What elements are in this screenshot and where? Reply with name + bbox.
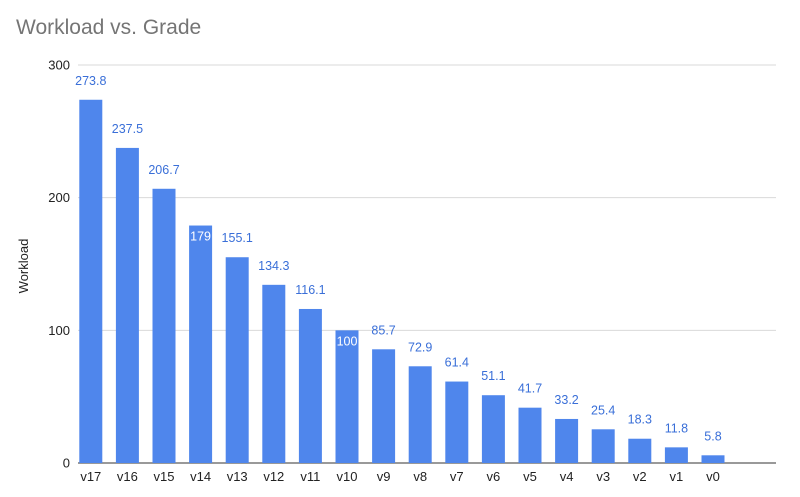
x-tick-label-v6: v6 <box>487 469 501 484</box>
bar-v11 <box>298 308 322 463</box>
x-tick-label-v12: v12 <box>263 469 284 484</box>
data-label-v2: 18.3 <box>628 413 652 427</box>
bar-v1 <box>664 447 688 463</box>
y-axis-title: Workload <box>16 239 31 294</box>
bar-v0 <box>701 455 725 463</box>
bar-v15 <box>152 188 176 463</box>
data-label-v12: 134.3 <box>258 259 289 273</box>
data-labels: 273.8 237.5 206.7 179 155.1 134.3 116.1 100 85.7… <box>75 74 722 444</box>
bar-v16 <box>115 147 139 463</box>
x-tick-label-v10: v10 <box>337 469 358 484</box>
x-tick-label-v17: v17 <box>80 469 101 484</box>
bar-v14 <box>189 225 213 463</box>
data-label-v1: 11.8 <box>665 421 688 435</box>
data-label-v16: 237.5 <box>112 122 143 136</box>
y-tick-label: 200 <box>48 190 70 205</box>
bar-v4 <box>555 418 579 463</box>
x-tick-label-v3: v3 <box>596 469 610 484</box>
bar-v13 <box>225 257 249 463</box>
data-label-v14: 179 <box>190 230 211 244</box>
data-label-v13: 155.1 <box>222 231 253 245</box>
x-tick-label-v7: v7 <box>450 469 464 484</box>
x-tick-label-v9: v9 <box>377 469 391 484</box>
data-label-v4: 33.2 <box>554 393 578 407</box>
bar-v5 <box>518 407 542 463</box>
data-label-v11: 116.1 <box>295 283 325 297</box>
x-tick-label-v5: v5 <box>523 469 537 484</box>
bar-v3 <box>591 429 615 463</box>
y-tick-label: 100 <box>48 323 70 338</box>
bar-v2 <box>628 438 652 463</box>
bar-v12 <box>262 284 286 463</box>
x-tick-label-v13: v13 <box>227 469 248 484</box>
data-label-v8: 72.9 <box>408 340 432 354</box>
data-label-v10: 100 <box>337 334 358 348</box>
x-tick-label-v2: v2 <box>633 469 647 484</box>
x-tick-label-v1: v1 <box>670 469 684 484</box>
data-label-v17: 273.8 <box>75 74 106 88</box>
data-label-v6: 51.1 <box>481 369 505 383</box>
bar-v9 <box>372 349 396 463</box>
bar-v10 <box>335 330 359 463</box>
data-label-v3: 25.4 <box>591 403 615 417</box>
x-tick-label-v4: v4 <box>560 469 574 484</box>
chart-title: Workload vs. Grade <box>16 16 202 39</box>
x-axis-ticks: v17 v16 v15 v14 v13 v12 v11 v10 v9 v8 v7 v6 v5 v4 v3 v2… <box>80 469 720 484</box>
x-tick-label-v15: v15 <box>154 469 175 484</box>
data-label-v5: 41.7 <box>518 382 542 396</box>
bar-v7 <box>445 381 469 463</box>
data-label-v15: 206.7 <box>148 163 179 177</box>
data-label-v0: 5.8 <box>704 429 721 443</box>
y-axis-ticks: 0 100 200 300 <box>48 58 70 471</box>
bar-v17 <box>79 99 103 463</box>
bars <box>79 99 725 463</box>
data-label-v7: 61.4 <box>445 356 469 370</box>
x-tick-label-v8: v8 <box>413 469 427 484</box>
x-tick-label-v11: v11 <box>300 469 320 484</box>
y-tick-label: 300 <box>48 58 70 73</box>
y-tick-label: 0 <box>63 456 70 471</box>
x-tick-label-v14: v14 <box>190 469 211 484</box>
bar-v6 <box>481 395 505 463</box>
bar-v8 <box>408 366 432 463</box>
data-label-v9: 85.7 <box>371 323 395 337</box>
x-tick-label-v0: v0 <box>706 469 720 484</box>
x-tick-label-v16: v16 <box>117 469 138 484</box>
